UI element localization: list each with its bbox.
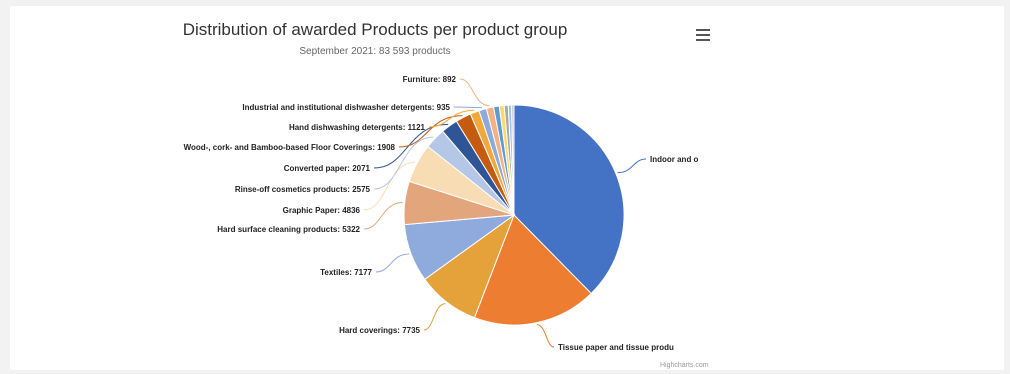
connector-line (617, 158, 647, 174)
data-label: Industrial and institutional dishwasher … (242, 103, 450, 112)
chart-container: Distribution of awarded Products per pro… (10, 6, 1004, 370)
chart-subtitle: September 2021: 83 593 products (299, 46, 451, 57)
data-label: Textiles: 7177 (320, 268, 372, 277)
data-label: Wood-, cork- and Bamboo-based Floor Cove… (184, 143, 396, 152)
data-label: Hard surface cleaning products: 5322 (217, 225, 360, 234)
connector-line (363, 161, 416, 211)
data-label: Furniture: 892 (403, 75, 457, 84)
hamburger-menu-icon[interactable] (692, 26, 714, 44)
connector-line (453, 106, 483, 109)
data-label: Rinse-off cosmetics products: 2575 (235, 185, 371, 194)
pie-slice[interactable] (513, 104, 625, 295)
connector-line (363, 202, 403, 230)
connector-line (375, 253, 410, 273)
connector-line (423, 303, 446, 331)
credits-link[interactable]: Highcharts.com (660, 362, 709, 369)
connector-line (459, 78, 490, 107)
connector-line (536, 324, 555, 348)
chart-title: Distribution of awarded Products per pro… (182, 20, 568, 39)
connector-line (428, 109, 474, 128)
data-label: Converted paper: 2071 (284, 164, 371, 173)
data-label: Tissue paper and tissue produ (558, 343, 674, 352)
data-label: Indoor and o (650, 155, 699, 164)
data-label: Graphic Paper: 4836 (283, 206, 361, 215)
connector-line (373, 136, 434, 190)
pie-slice[interactable] (511, 104, 515, 216)
pie-chart: Indoor and o Tissue paper and tissue prod… (184, 75, 699, 352)
data-label: Hand dishwashing detergents: 1121 (289, 123, 426, 132)
data-label: Hard coverings: 7735 (339, 326, 420, 335)
